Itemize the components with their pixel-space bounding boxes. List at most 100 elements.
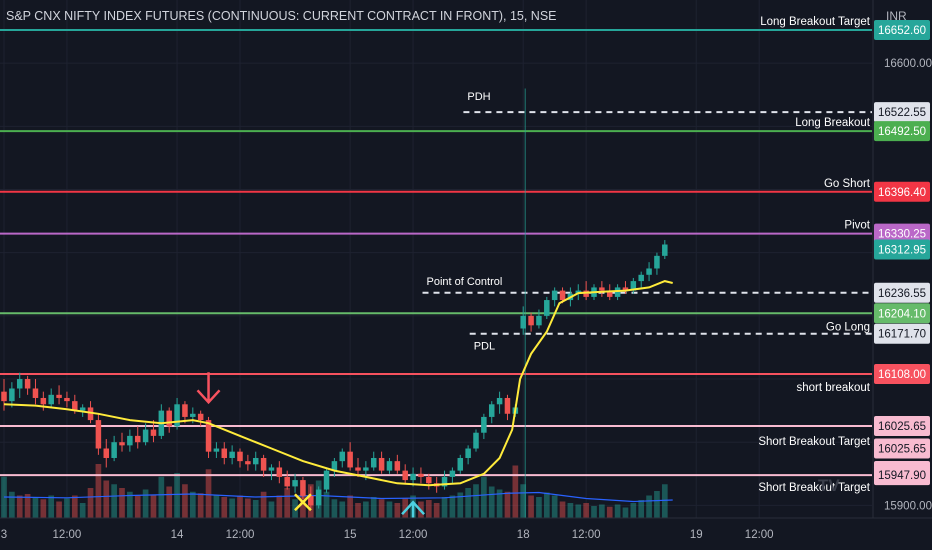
volume-bar-61 [481,476,487,518]
time-tick-9: 12:00 [745,529,774,541]
price-tick-1: 15900.00 [884,500,932,512]
candle-body-27 [213,448,220,452]
volume-bar-11 [87,488,94,518]
candle-body-51 [402,470,408,481]
candle-7 [56,385,62,405]
volume-bar-4 [32,497,39,518]
volume-bar-38 [300,495,306,518]
candle-body-64 [504,397,511,414]
candle-body-6 [48,394,54,405]
candle-body-47 [370,457,377,468]
volume-bar-66 [520,484,527,518]
candle-64 [504,394,511,421]
candle-21 [166,407,172,433]
price-axis[interactable]: 16652.60 16522.55 16492.50 16396.40 16330.25… [874,19,932,512]
price-badge-text-1: 16522.55 [878,107,926,119]
volume-bar-74 [583,503,589,518]
volume-bar-77 [606,506,613,518]
candle-body-83 [654,255,660,269]
candle-80 [630,277,637,294]
time-tick-6: 18 [517,529,530,541]
time-axis-background [0,518,932,550]
candle-body-76 [599,287,605,291]
candle-body-3 [24,379,31,389]
candle-body-77 [606,290,613,297]
time-tick-1: 12:00 [53,529,82,541]
price-badge-text-11: 16025.65 [878,443,926,455]
candle-body-29 [229,451,235,458]
candle-81 [638,271,644,288]
candle-body-10 [79,407,86,411]
volume-bar-84 [661,484,668,518]
candle-body-48 [378,457,385,471]
currency-label: INR [886,9,907,23]
candle-body-46 [363,467,369,471]
candle-body-13 [103,448,110,458]
candle-84 [662,240,668,259]
volume-bar-48 [378,499,385,518]
volume-bar-21 [166,486,173,518]
volume-bar-46 [363,501,369,518]
candle-14 [111,435,117,462]
last-price-text: 16312.95 [878,245,926,257]
candle-body-50 [394,461,401,471]
volume-bar-31 [245,498,251,518]
level-name-0: Long Breakout Target [760,16,871,28]
candle-50 [394,454,401,474]
candle-67 [528,312,534,332]
volume-bar-14 [111,484,117,518]
candle-60 [473,429,479,452]
candle-body-30 [237,451,243,462]
time-tick-5: 12:00 [399,529,428,541]
candle-body-9 [72,401,78,411]
candle-13 [103,439,110,468]
candle-44 [347,442,353,471]
volume-bar-50 [394,503,401,518]
volume-bar-69 [543,492,550,518]
candle-body-80 [630,281,637,291]
candle-body-22 [174,404,180,427]
candle-body-60 [473,432,479,449]
volume-bar-17 [134,495,141,518]
candle-body-63 [496,397,503,405]
candle-27 [213,442,220,458]
volume-bar-24 [189,491,196,518]
price-badge-text-3: 16396.40 [878,187,926,199]
candle-19 [150,420,157,443]
candle-39 [308,486,314,509]
candle-body-33 [260,457,267,471]
volume-bar-26 [205,469,212,518]
candle-body-14 [111,442,117,458]
candle-18 [142,423,149,446]
candle-body-1 [9,388,15,402]
price-badge-text-4: 16330.25 [878,229,926,241]
volume-bar-29 [229,498,235,518]
volume-bar-67 [528,495,534,518]
candle-body-45 [355,467,361,471]
level-labels: Long Breakout Target PDH Long Breakout Go S… [427,16,871,494]
level-name-4: Pivot [844,220,870,232]
candle-body-71 [559,290,566,301]
candle-body-40 [315,489,322,506]
candle-63 [496,391,503,414]
candle-body-59 [465,448,471,458]
candle-66 [520,306,526,335]
candle-4 [32,379,39,405]
price-badge-text-2: 16492.50 [878,126,926,138]
candle-45 [355,457,361,477]
volume-bar-5 [40,499,47,518]
candle-body-69 [544,300,550,316]
candle-16 [127,429,133,452]
volume-bar-45 [355,503,361,518]
candle-body-18 [142,429,149,443]
volume-bar-64 [504,491,511,518]
candle-58 [457,454,464,474]
candle-38 [300,476,306,500]
volume-bar-44 [347,495,353,518]
candle-body-26 [205,420,212,452]
level-name-3: Go Short [824,178,871,190]
candle-body-0 [1,391,7,402]
candle-61 [481,413,487,440]
